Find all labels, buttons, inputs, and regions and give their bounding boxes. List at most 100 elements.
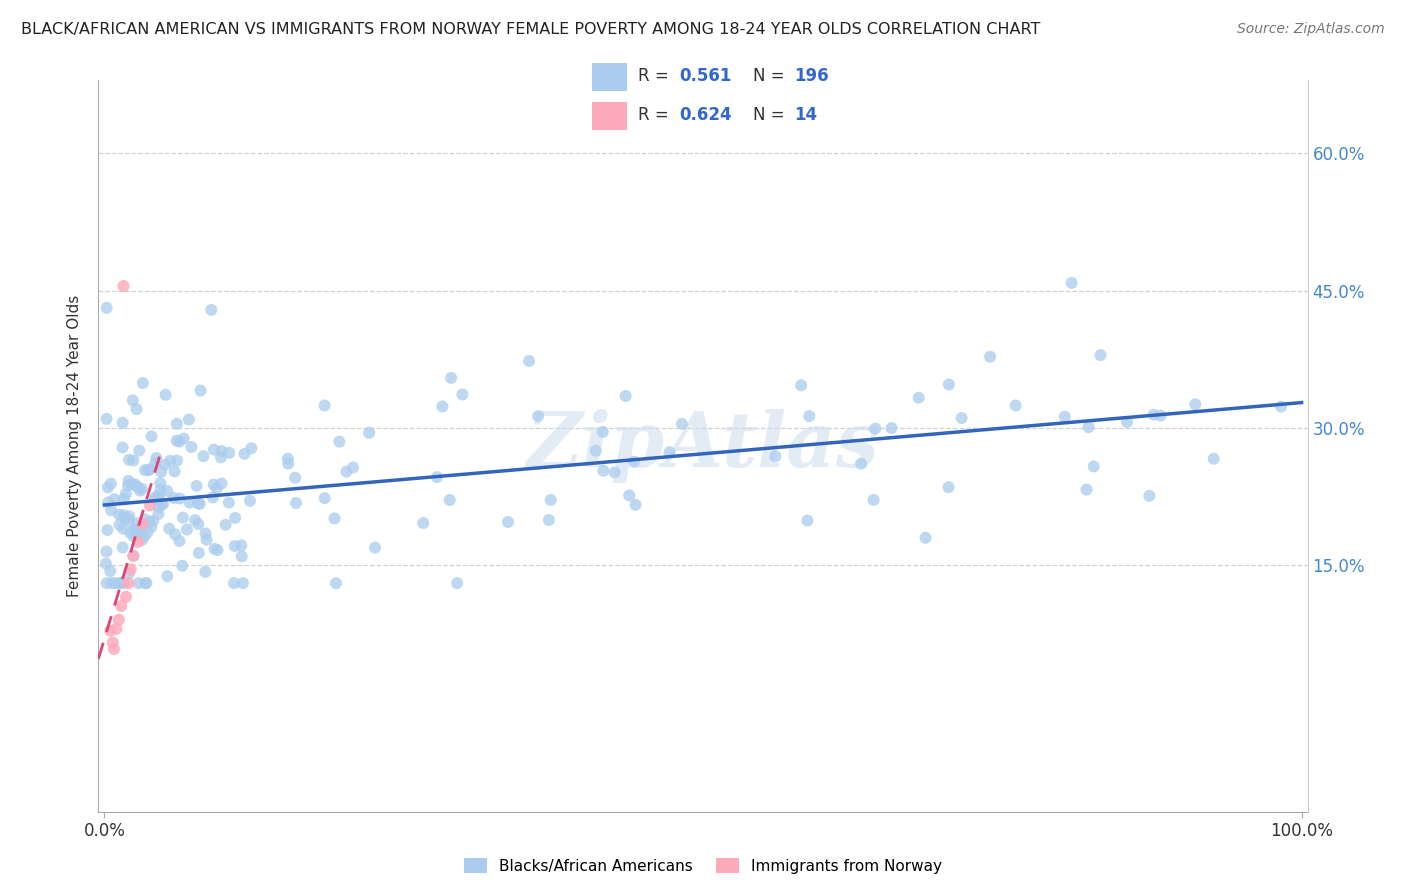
Point [112, 522, 135, 536]
Point [215, 517, 238, 532]
Point [231, 549, 253, 564]
Point [131, 482, 153, 496]
Point [127, 535, 149, 549]
Bar [592, 62, 627, 91]
Point [97, 495, 120, 509]
Text: 0.561: 0.561 [679, 68, 733, 86]
Point [187, 546, 209, 560]
Point [118, 509, 141, 524]
Point [1149, 409, 1171, 423]
Point [849, 457, 872, 471]
Point [240, 442, 263, 456]
Point [100, 503, 122, 517]
Point [218, 446, 240, 460]
Point [325, 576, 347, 591]
Point [138, 463, 160, 477]
Point [211, 476, 233, 491]
Point [169, 534, 191, 549]
Point [156, 569, 179, 583]
Point [232, 576, 254, 591]
Point [124, 523, 146, 537]
Point [108, 576, 131, 591]
Point [426, 470, 449, 484]
Point [166, 417, 188, 431]
Bar [592, 102, 627, 130]
Point [1004, 399, 1026, 413]
Point [172, 558, 194, 573]
Point [110, 599, 132, 613]
Point [938, 480, 960, 494]
Point [187, 496, 209, 510]
Point [233, 447, 256, 461]
Point [1076, 483, 1098, 497]
Text: R =: R = [638, 106, 675, 124]
Point [149, 483, 172, 497]
Point [118, 452, 141, 467]
Point [222, 576, 245, 591]
Point [159, 454, 181, 468]
Point [187, 517, 209, 532]
Point [145, 491, 167, 506]
Point [127, 480, 149, 494]
Point [166, 434, 188, 448]
Point [94, 557, 117, 571]
Point [1270, 400, 1292, 414]
Point [132, 376, 155, 390]
Point [202, 477, 225, 491]
Point [624, 498, 647, 512]
Text: ZipAtlas: ZipAtlas [527, 409, 879, 483]
Point [914, 531, 936, 545]
Point [323, 511, 346, 525]
Point [432, 400, 454, 414]
Point [195, 533, 218, 547]
Point [127, 576, 149, 591]
Point [1143, 408, 1166, 422]
Point [111, 541, 134, 555]
Point [129, 521, 152, 535]
Point [134, 576, 156, 591]
Point [1116, 415, 1139, 429]
Point [118, 513, 141, 527]
Point [239, 493, 262, 508]
Point [112, 491, 135, 506]
Point [141, 429, 163, 443]
Point [180, 440, 202, 454]
Point [614, 389, 637, 403]
Point [193, 449, 215, 463]
Point [108, 508, 131, 522]
Point [100, 624, 122, 638]
Point [1137, 489, 1160, 503]
Point [112, 508, 135, 523]
Point [166, 453, 188, 467]
Point [118, 566, 141, 581]
Point [1077, 420, 1099, 434]
Legend: Blacks/African Americans, Immigrants from Norway: Blacks/African Americans, Immigrants fro… [458, 852, 948, 880]
Point [163, 465, 186, 479]
Point [359, 425, 381, 440]
Point [131, 533, 153, 547]
Point [122, 453, 145, 467]
Point [101, 576, 124, 591]
Point [207, 543, 229, 558]
Point [134, 529, 156, 543]
Point [143, 491, 166, 505]
Point [328, 434, 350, 449]
Point [284, 471, 307, 485]
Point [122, 529, 145, 543]
Point [122, 549, 145, 563]
Point [623, 455, 645, 469]
Point [153, 458, 176, 472]
Point [865, 422, 887, 436]
Point [439, 492, 461, 507]
Point [108, 517, 131, 532]
Point [120, 562, 142, 576]
Point [169, 491, 191, 506]
Point [112, 576, 135, 591]
Point [200, 302, 222, 317]
Point [194, 565, 217, 579]
Point [120, 526, 142, 541]
Point [115, 487, 138, 501]
Text: Source: ZipAtlas.com: Source: ZipAtlas.com [1237, 22, 1385, 37]
Point [603, 466, 626, 480]
Point [1202, 451, 1225, 466]
